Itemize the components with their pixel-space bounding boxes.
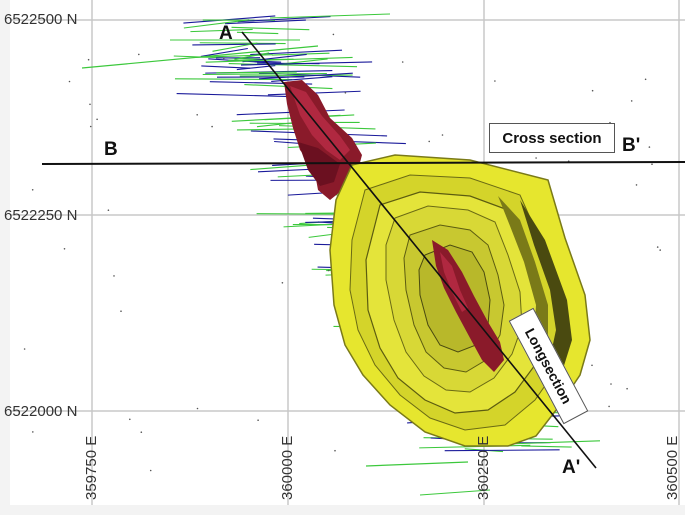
collar-point: [332, 33, 335, 36]
drill-trace: [234, 52, 270, 60]
drill-trace: [258, 72, 353, 80]
collar-point: [140, 431, 143, 434]
drill-trace: [521, 445, 572, 448]
drill-trace: [190, 28, 253, 33]
collar-point: [630, 100, 633, 102]
collar-point: [591, 89, 594, 92]
longsection-line-a-a-prime: [241, 31, 597, 469]
collar-point: [31, 189, 34, 191]
collar-point: [651, 163, 653, 165]
collar-point: [334, 449, 336, 452]
cross-section-line-b-b-prime: [41, 161, 685, 165]
collar-point: [120, 310, 122, 313]
drill-trace: [205, 56, 353, 63]
drill-trace: [192, 43, 276, 46]
drill-trace: [228, 63, 358, 68]
left-margin: [0, 0, 10, 515]
collar-point: [257, 419, 259, 422]
drill-trace: [201, 65, 251, 69]
drill-trace: [240, 61, 373, 66]
collar-point: [644, 78, 647, 81]
collar-point: [626, 387, 628, 390]
northing-label-6522000: 6522000 N: [4, 403, 78, 420]
drill-trace: [237, 16, 331, 23]
collar-point: [129, 418, 131, 421]
collar-point: [32, 431, 34, 433]
drill-trace: [212, 42, 258, 52]
drill-trace: [224, 19, 306, 25]
collar-point: [281, 282, 284, 284]
collar-point: [648, 146, 651, 148]
collar-point: [428, 140, 431, 143]
collar-point: [401, 61, 404, 63]
collar-point: [535, 157, 537, 159]
section-lines: [41, 31, 685, 469]
drill-trace: [216, 71, 297, 74]
collar-point: [659, 249, 661, 251]
northing-label-6522250: 6522250 N: [4, 207, 78, 224]
collar-point: [344, 92, 347, 94]
collar-point: [608, 405, 610, 408]
collar-point: [327, 269, 330, 272]
drill-trace: [200, 47, 248, 58]
drill-trace: [81, 45, 319, 69]
drill-trace: [176, 93, 308, 98]
collar-point: [96, 118, 98, 121]
collar-point: [89, 103, 91, 106]
drill-trace: [236, 31, 279, 35]
bottom-margin: [0, 505, 685, 515]
longsection-start-label: A: [219, 23, 233, 44]
cross-section-start-label: B: [104, 139, 118, 160]
northing-label-6522500: 6522500 N: [4, 11, 78, 28]
collar-point: [635, 184, 638, 186]
drill-trace: [231, 26, 310, 31]
collar-point: [87, 58, 90, 61]
easting-label-360000: 360000 E: [279, 435, 296, 500]
collar-point: [441, 134, 444, 136]
collar-point: [107, 209, 110, 211]
drill-trace: [202, 72, 327, 76]
drill-trace: [444, 449, 560, 452]
collar-point: [112, 143, 114, 145]
collar-point: [138, 53, 140, 56]
easting-label-359750: 359750 E: [83, 435, 100, 500]
easting-label-360250: 360250 E: [475, 435, 492, 500]
easting-label-360500: 360500 E: [664, 435, 681, 500]
drill-trace: [183, 19, 250, 29]
collar-point: [196, 114, 198, 116]
longsection-end-label: A': [562, 457, 581, 478]
orebody-south: [432, 240, 504, 372]
drill-trace: [271, 52, 330, 56]
cross-section-label: Cross section: [489, 123, 615, 153]
collar-point: [223, 57, 225, 60]
collar-point: [656, 246, 659, 248]
cross-section-end-label: B': [622, 135, 641, 156]
drill-trace: [183, 15, 276, 24]
drill-trace: [269, 13, 391, 19]
collar-point: [63, 248, 66, 250]
collar-point: [149, 469, 152, 472]
drill-trace: [419, 489, 491, 496]
collar-point: [196, 407, 199, 410]
collar-point: [89, 125, 92, 128]
drill-trace: [239, 74, 353, 77]
collar-point: [68, 80, 71, 83]
collar-point: [591, 364, 593, 367]
collar-point: [610, 383, 612, 385]
drill-trace: [199, 42, 286, 45]
collar-point: [23, 348, 26, 350]
collar-point: [113, 275, 115, 277]
drill-trace: [365, 461, 469, 467]
drill-trace: [174, 78, 293, 81]
collar-point: [494, 80, 496, 82]
collar-point: [211, 125, 213, 128]
